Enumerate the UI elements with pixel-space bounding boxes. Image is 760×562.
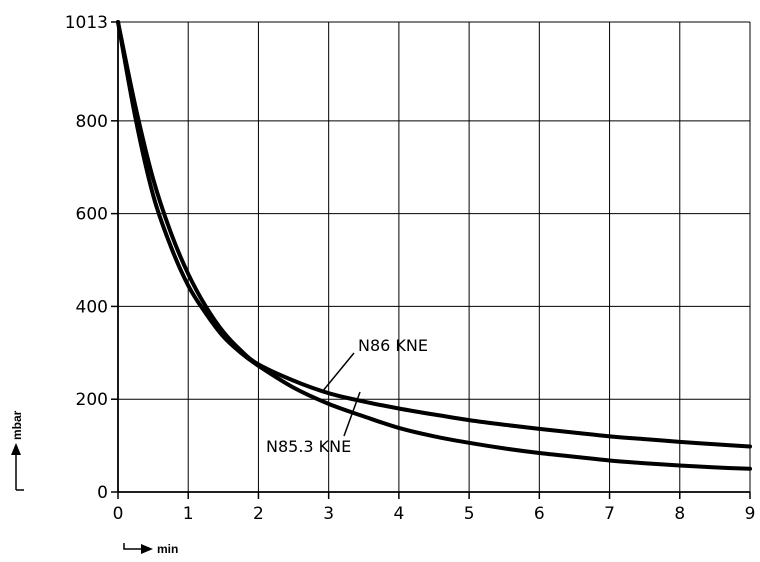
x-tick-label: 9	[745, 504, 756, 524]
x-tick-label: 7	[604, 504, 615, 524]
x-unit-arrow-head-icon	[141, 544, 153, 554]
x-tick-label: 1	[183, 504, 194, 524]
axes: 0 1 2 3 4 5 6 7 8 9 0 200 400 600 800 1013	[65, 13, 756, 524]
x-axis-label: min	[157, 542, 178, 556]
x-tick-label: 3	[323, 504, 334, 524]
series-line-n85-3-kne	[116, 20, 752, 471]
x-tick-label: 0	[113, 504, 124, 524]
grid	[117, 21, 751, 493]
series-lines	[116, 20, 752, 471]
y-tick-label: 200	[76, 390, 108, 410]
y-tick-label: 600	[76, 205, 108, 225]
y-unit-indicator: mbar	[10, 410, 24, 491]
y-axis-label: mbar	[10, 410, 24, 440]
y-tick-label: 800	[76, 112, 108, 132]
series-line-n86-kne	[116, 20, 752, 449]
n86-kne-leader-line	[321, 352, 355, 393]
x-tick-label: 2	[253, 504, 264, 524]
x-unit-arrow-icon	[123, 543, 142, 550]
n85-3-kne-leader-line	[343, 391, 361, 437]
y-tick-label: 0	[97, 483, 108, 503]
x-tick-label: 5	[464, 504, 475, 524]
x-unit-indicator: min	[123, 542, 178, 556]
x-tick-label: 6	[534, 504, 545, 524]
x-tick-label: 8	[674, 504, 685, 524]
x-tick-label: 4	[393, 504, 404, 524]
y-tick-label: 1013	[65, 13, 108, 33]
y-tick-label: 400	[76, 297, 108, 317]
n85-3-kne-label: N85.3 KNE	[266, 437, 351, 456]
n86-kne-label: N86 KNE	[358, 336, 428, 355]
y-unit-arrow-head-icon	[11, 443, 21, 455]
